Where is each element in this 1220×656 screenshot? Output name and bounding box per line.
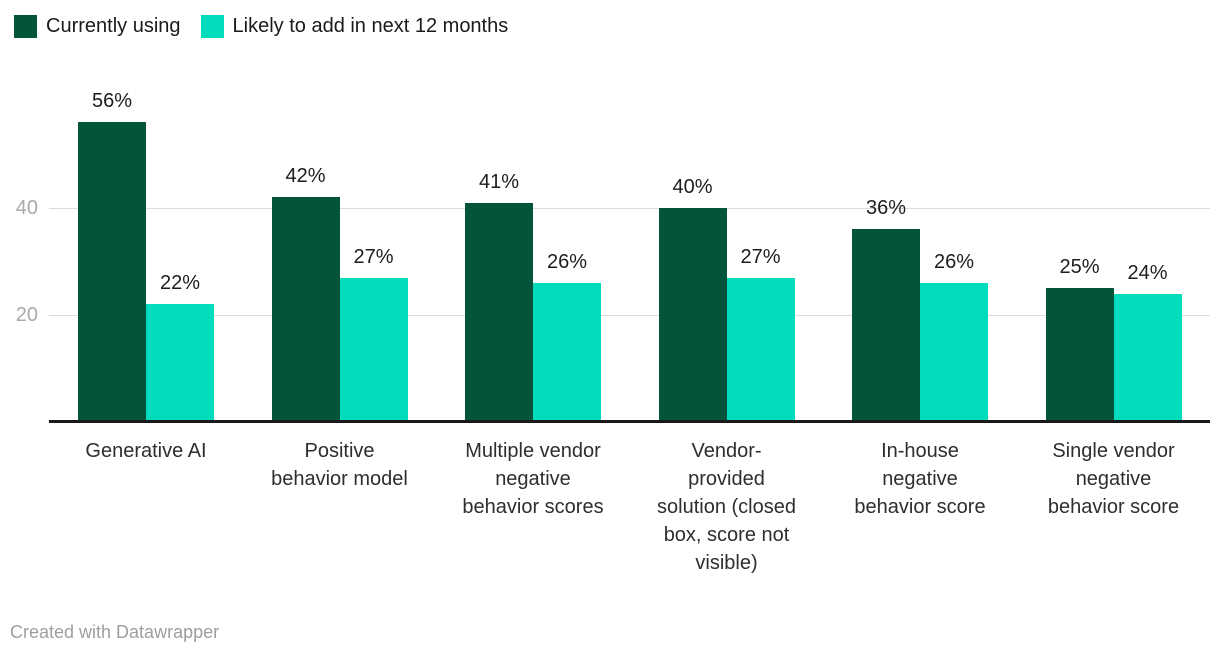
bar-currently-using-single-vendor-negative-behavior-score xyxy=(1045,288,1114,422)
bar-likely-to-add-in-next-12-months-in-house-negative-behavior-score xyxy=(920,283,988,422)
bar-currently-using-generative-ai xyxy=(78,122,146,422)
datawrapper-credit-link[interactable]: Created with Datawrapper xyxy=(10,622,220,642)
y-tick-label-20: 20 xyxy=(15,304,38,326)
x-axis-label-positive-behavior-model: Positive behavior model xyxy=(271,440,408,490)
bar-likely-to-add-in-next-12-months-generative-ai xyxy=(146,304,214,422)
value-label-likely-to-add-in-next-12-months-generative-ai: 22% xyxy=(159,272,201,294)
legend-item-likely-to-add: Likely to add in next 12 months xyxy=(200,15,509,38)
legend-item-currently-using: Currently using xyxy=(14,15,181,38)
gridline-20 xyxy=(49,315,1210,316)
value-label-likely-to-add-in-next-12-months-single-vendor-negative-behavior-score: 24% xyxy=(1127,262,1168,284)
gridline-40 xyxy=(49,208,1210,209)
bar-likely-to-add-in-next-12-months-single-vendor-negative-behavior-score xyxy=(1113,294,1182,422)
value-label-likely-to-add-in-next-12-months-vendor-provided-solution-closed-box-score-not-visible: 27% xyxy=(740,246,781,268)
value-label-currently-using-multiple-vendor-negative-behavior-scores: 41% xyxy=(478,171,520,193)
bar-likely-to-add-in-next-12-months-positive-behavior-model xyxy=(339,278,408,422)
bar-currently-using-vendor-provided-solution-closed-box-score-not-visible xyxy=(658,208,727,422)
value-label-likely-to-add-in-next-12-months-multiple-vendor-negative-behavior-scores: 26% xyxy=(546,251,588,273)
legend-label-likely-to-add: Likely to add in next 12 months xyxy=(232,15,509,37)
value-label-currently-using-vendor-provided-solution-closed-box-score-not-visible: 40% xyxy=(672,176,713,198)
x-axis-label-generative-ai: Generative AI xyxy=(85,440,207,462)
x-axis-label-multiple-vendor-negative-behavior-scores: Multiple vendor negative behavior scores xyxy=(462,440,604,518)
x-axis-label-in-house-negative-behavior-score: In-house negative behavior score xyxy=(854,440,986,518)
bar-currently-using-in-house-negative-behavior-score xyxy=(852,229,920,422)
value-label-currently-using-in-house-negative-behavior-score: 36% xyxy=(865,197,907,219)
x-axis-label-vendor-provided-solution-closed-box-score-not-visible: Vendor- provided solution (closed box, s… xyxy=(657,440,796,574)
bar-currently-using-multiple-vendor-negative-behavior-scores xyxy=(465,203,533,422)
legend-swatch-currently-using xyxy=(14,15,37,38)
bar-currently-using-positive-behavior-model xyxy=(271,197,340,422)
legend: Currently using Likely to add in next 12… xyxy=(14,15,508,38)
legend-label-currently-using: Currently using xyxy=(46,15,181,37)
y-tick-label-40: 40 xyxy=(15,197,38,219)
value-label-currently-using-generative-ai: 56% xyxy=(91,90,133,112)
value-label-currently-using-single-vendor-negative-behavior-score: 25% xyxy=(1059,256,1100,278)
legend-swatch-likely-to-add xyxy=(200,15,224,38)
bar-likely-to-add-in-next-12-months-multiple-vendor-negative-behavior-scores xyxy=(533,283,601,422)
bar-likely-to-add-in-next-12-months-vendor-provided-solution-closed-box-score-not-visible xyxy=(726,278,795,422)
x-axis-label-single-vendor-negative-behavior-score: Single vendor negative behavior score xyxy=(1047,440,1180,518)
x-axis-line xyxy=(49,420,1210,423)
value-label-likely-to-add-in-next-12-months-in-house-negative-behavior-score: 26% xyxy=(933,251,975,273)
value-label-likely-to-add-in-next-12-months-positive-behavior-model: 27% xyxy=(353,246,394,268)
value-label-currently-using-positive-behavior-model: 42% xyxy=(285,165,326,187)
